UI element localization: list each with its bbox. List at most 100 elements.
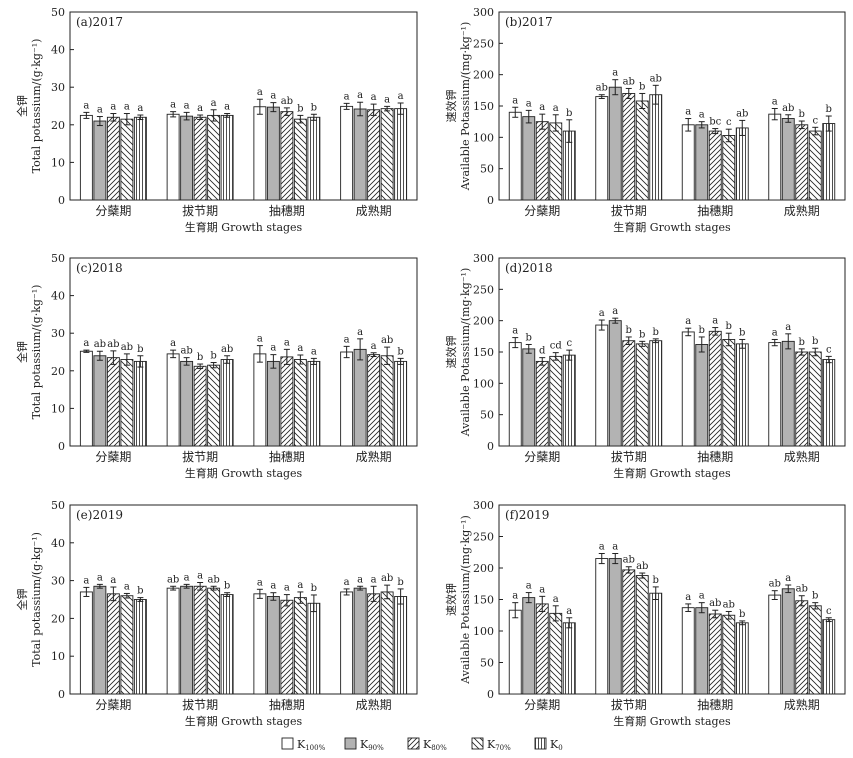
legend-item-k100: K100% [281,737,326,752]
y-tick-label: 100 [473,377,494,390]
significance-letter: c [566,338,572,349]
panel-5: 0 50 100 150 200 250 300 (f)2019 速效钾 Available Po… [444,499,846,728]
significance-letter: a [539,584,545,595]
bar-k80 [535,603,549,695]
legend-item-k90: K90% [344,737,384,752]
legend-label-sub: 90% [368,744,384,752]
significance-letter: b [699,325,705,336]
significance-letter: a [526,581,532,592]
significance-letter: ab [723,599,735,610]
bar-k0 [307,360,321,447]
significance-letter: ab [381,335,393,346]
significance-letter: a [612,306,618,317]
bar-k70 [380,108,394,201]
panel-1: 0 50 100 150 200 250 300 (b)2017 速效钾 Available Po… [444,6,846,234]
legend-swatch [281,737,294,750]
y-tick-label: 50 [480,657,494,670]
bar-k70 [549,612,563,695]
bar-k80 [280,356,294,447]
category-label: 分蘖期 [95,449,131,464]
significance-letter: a [371,341,377,352]
bar-k90 [522,597,536,695]
bar-k80 [106,593,120,695]
y-tick-label: 0 [58,194,65,207]
legend-label: K0 [550,738,563,752]
bar-k70 [207,114,221,201]
significance-letter: a [257,334,263,345]
bar-k90 [695,124,709,201]
significance-letter: a [257,577,263,588]
bar-k70 [808,130,822,201]
bar-k80 [193,365,207,447]
bar-k0 [307,602,321,695]
significance-letter: b [639,329,645,340]
bar-k0 [822,123,836,201]
bar-k90 [266,596,280,695]
bar-k0 [220,114,234,201]
significance-letter: a [512,591,518,602]
legend-label: K80% [423,738,447,752]
legend-label: K70% [487,738,511,752]
y-tick-label: 250 [473,531,494,544]
category-label: 成熟期 [784,449,820,464]
bar-k70 [120,595,134,695]
y-tick-label: 40 [51,537,65,550]
bar-k0 [133,116,147,201]
significance-letter: ab [221,344,233,355]
bar-k100 [340,591,354,695]
significance-letter: a [371,574,377,585]
significance-letter: a [599,308,605,319]
significance-letter: a [685,107,691,118]
bar-k0 [133,599,147,695]
legend-label-sub: 100% [305,744,325,752]
significance-letter: a [772,97,778,108]
significance-letter: a [785,322,791,333]
bar-k90 [93,120,107,201]
significance-letter: b [726,321,732,332]
bar-k100 [166,587,180,695]
significance-letter: a [357,574,363,585]
bar-k0 [562,354,576,447]
bar-k100 [166,113,180,201]
category-group: a a abb b [253,87,321,201]
y-axis-title-cn: 全钾 [15,95,29,117]
significance-letter: a [197,103,203,114]
category-label: 抽穗期 [269,698,305,712]
significance-letter: a [772,327,778,338]
significance-letter: ab [207,574,219,585]
panel-label: (a)2017 [76,15,123,29]
significance-letter: b [224,581,230,592]
y-tick-label: 30 [51,327,65,340]
y-axis-title-en: Total potassium/(g·kg⁻¹) [30,285,43,420]
significance-letter: a [553,594,559,605]
bar-k80 [367,593,381,695]
category-label: 成熟期 [356,203,392,218]
significance-letter: a [170,338,176,349]
significance-letter: a [512,95,518,106]
bar-k90 [353,348,367,447]
significance-letter: a [357,90,363,101]
y-tick-label: 50 [480,163,494,176]
bar-k100 [595,324,609,447]
category-label: 拔节期 [182,203,218,218]
significance-letter: b [812,336,818,347]
y-axis-title-cn: 速效钾 [444,583,458,616]
significance-letter: a [685,592,691,603]
significance-letter: ab [281,96,293,107]
bar-k90 [695,607,709,695]
bar-k80 [367,109,381,201]
significance-letter: a [257,87,263,98]
bar-k90 [353,108,367,201]
bar-k80 [622,93,636,201]
significance-letter: a [124,581,130,592]
y-tick-label: 40 [51,44,65,57]
significance-letter: b [739,327,745,338]
